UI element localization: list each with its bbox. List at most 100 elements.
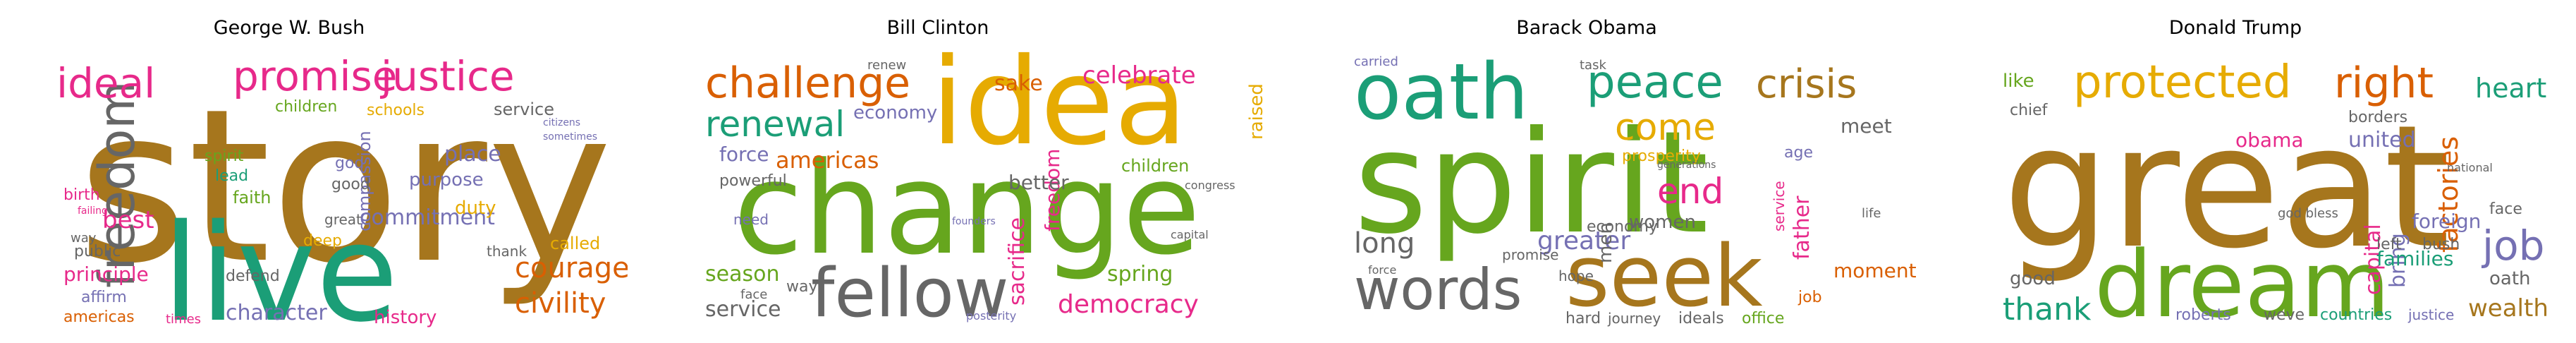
word-cloud: spirit oath seek words peace crisis come… xyxy=(1347,48,1925,330)
cloud-word: father xyxy=(1790,195,1814,260)
cloud-word: faith xyxy=(233,188,271,207)
wordcloud-panel-trump: Donald Trump great dream protected right… xyxy=(1946,0,2574,343)
cloud-word: way xyxy=(786,278,818,296)
cloud-word: congress xyxy=(1185,179,1235,192)
cloud-word: factories xyxy=(2433,136,2464,253)
word-cloud-svg: spirit oath seek words peace crisis come… xyxy=(1354,48,1917,327)
cloud-word: service xyxy=(494,100,554,119)
cloud-word: age xyxy=(1784,144,1813,162)
cloud-word: thank xyxy=(2003,291,2092,327)
cloud-word: generations xyxy=(1657,160,1716,171)
cloud-word: civility xyxy=(515,287,606,320)
cloud-word: thank xyxy=(487,243,527,260)
word-cloud: change idea fellow challenge renewal cel… xyxy=(698,48,1276,330)
panel-title: George W. Bush xyxy=(213,17,365,39)
cloud-word: god xyxy=(335,155,364,172)
cloud-word: life xyxy=(1862,206,1881,221)
cloud-word: duty xyxy=(455,198,496,219)
cloud-word: best xyxy=(102,206,154,234)
cloud-word: deep xyxy=(303,232,342,250)
cloud-word: promise xyxy=(1502,246,1558,263)
cloud-word: wealth xyxy=(2468,294,2548,323)
cloud-word: challenge xyxy=(705,59,910,108)
cloud-word: americas xyxy=(776,147,879,174)
cloud-word: renewal xyxy=(705,104,845,145)
cloud-word: hope xyxy=(1558,267,1594,284)
cloud-word: spring xyxy=(1107,262,1173,287)
cloud-word: way xyxy=(71,231,97,246)
word-cloud-svg: story live freedom promise justice ideal… xyxy=(56,52,628,330)
cloud-word: idea xyxy=(931,48,1188,172)
cloud-word: live xyxy=(162,195,398,330)
cloud-word: task xyxy=(1580,58,1606,73)
cloud-word: office xyxy=(1742,310,1784,327)
cloud-word: crisis xyxy=(1756,61,1857,107)
cloud-word: lead xyxy=(215,167,248,185)
cloud-word: families xyxy=(2376,247,2453,270)
word-cloud: story live freedom promise justice ideal… xyxy=(49,48,628,330)
cloud-word: face xyxy=(2489,200,2522,218)
wordcloud-panel-clinton: Bill Clinton change idea fellow challeng… xyxy=(649,0,1276,343)
cloud-word: children xyxy=(1121,156,1189,176)
cloud-word: protected xyxy=(2073,56,2291,109)
cloud-word: birth xyxy=(63,186,100,204)
cloud-word: moment xyxy=(1833,259,1917,282)
cloud-word: times xyxy=(166,312,201,327)
cloud-word: bring xyxy=(2386,233,2410,288)
cloud-word: character xyxy=(226,301,327,325)
cloud-word: face xyxy=(740,287,767,302)
cloud-word: commitment xyxy=(360,205,495,230)
cloud-word: right xyxy=(2334,59,2434,108)
cloud-word: courage xyxy=(515,252,628,284)
cloud-word: freedom xyxy=(1041,149,1064,231)
cloud-word: good xyxy=(331,176,370,193)
cloud-word: children xyxy=(275,98,337,116)
cloud-word: called xyxy=(550,234,600,253)
wordcloud-panel-obama: Barack Obama spirit oath seek words peac… xyxy=(1298,0,1925,343)
cloud-word: renew xyxy=(867,58,906,73)
cloud-word: greater xyxy=(1537,227,1630,255)
cloud-word: americas xyxy=(63,308,135,326)
wordcloud-panel-bush: George W. Bush story live freedom promis… xyxy=(0,0,628,343)
cloud-word: compassion xyxy=(355,131,374,231)
cloud-word: purpose xyxy=(409,169,484,191)
cloud-word: hard xyxy=(1565,310,1601,327)
cloud-word: sake xyxy=(994,71,1043,96)
cloud-word: powerful xyxy=(719,172,787,190)
cloud-word: great xyxy=(324,211,362,228)
cloud-word: service xyxy=(1771,181,1788,231)
cloud-word: roberts xyxy=(2175,306,2231,324)
cloud-word: need xyxy=(733,211,769,228)
cloud-word: posterity xyxy=(966,309,1016,323)
cloud-word: women xyxy=(1629,212,1696,233)
cloud-word: bush xyxy=(2422,236,2460,253)
cloud-word: ideal xyxy=(56,59,155,107)
cloud-word: economy xyxy=(1587,218,1658,236)
cloud-word: justice xyxy=(2407,306,2454,323)
cloud-word: celebrate xyxy=(1082,61,1196,90)
cloud-word: public xyxy=(74,243,121,260)
cloud-word: failing xyxy=(78,205,108,217)
cloud-word: schools xyxy=(367,102,425,119)
cloud-word: history xyxy=(374,307,437,328)
cloud-word: oath xyxy=(2489,268,2531,289)
cloud-word: place xyxy=(444,142,501,167)
cloud-word: spirit xyxy=(205,148,244,165)
cloud-word: great xyxy=(2003,88,2450,286)
cloud-word: freedom xyxy=(88,81,146,288)
cloud-word: founders xyxy=(952,216,996,227)
cloud-word: borders xyxy=(2348,109,2407,126)
cloud-word: journey xyxy=(1607,310,1661,327)
cloud-word: citizens xyxy=(543,117,580,128)
cloud-word: story xyxy=(78,64,612,310)
cloud-word: obama xyxy=(2235,128,2304,152)
cloud-word: oath xyxy=(1354,48,1529,137)
panel-title: Barack Obama xyxy=(1516,17,1657,39)
cloud-word: better xyxy=(1008,171,1069,194)
cloud-word: spirit xyxy=(1354,101,1709,265)
cloud-word: fellow xyxy=(811,255,1009,330)
cloud-word: sometimes xyxy=(543,131,597,143)
cloud-word: job xyxy=(2481,222,2544,270)
word-cloud-svg: great dream protected right job heart th… xyxy=(2003,56,2548,330)
panel-title: Donald Trump xyxy=(2168,17,2302,39)
